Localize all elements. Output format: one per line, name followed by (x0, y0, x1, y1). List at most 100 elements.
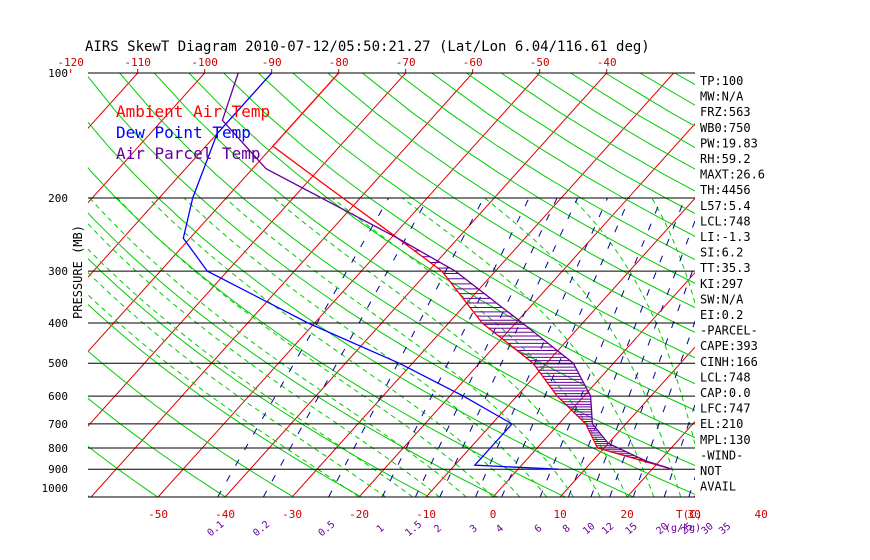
pressure-tick-label: 400 (48, 317, 68, 330)
mixing-ratio-line (414, 197, 558, 497)
stat-line: -PARCEL- (700, 324, 758, 338)
stat-line: LFC:747 (700, 402, 751, 416)
stat-line: L57:5.4 (700, 199, 751, 213)
chart-title: AIRS SkewT Diagram 2010-07-12/05:50:21.2… (85, 39, 650, 55)
stat-line: CINH:166 (700, 355, 758, 369)
stat-line: MAXT:26.6 (700, 168, 765, 182)
mixing-ratio-line (217, 197, 390, 497)
y-axis-label: PRESSURE (MB) (71, 225, 85, 319)
stat-line: PW:19.83 (700, 136, 758, 150)
stat-line: LCL:748 (700, 370, 751, 384)
sounding-profiles (182, 73, 673, 470)
moist-adiabat-line (89, 197, 467, 497)
isobar-lines (88, 197, 695, 470)
mixing-ratio-tick-label: 8 (561, 523, 573, 535)
moist-adiabat-line (88, 223, 440, 497)
dry-adiabat-line (153, 73, 695, 439)
dry-adiabat-line (88, 257, 430, 497)
mixing-ratio-line (439, 197, 579, 497)
bottom-temp-tick-label: -30 (282, 508, 302, 521)
mixing-ratio-tick-label: 6 (533, 523, 545, 535)
dewpoint-line (182, 73, 559, 470)
pressure-tick-label: 800 (48, 442, 68, 455)
mixing-ratio-line (328, 197, 485, 497)
mixing-ratio-tick-label: 1 (375, 523, 387, 535)
isotherm-line (90, 73, 474, 497)
isotherm-line (88, 73, 273, 278)
dry-adiabat-line (362, 73, 695, 284)
bottom-temp-tick-label: 20 (620, 508, 633, 521)
pressure-tick-label: 500 (48, 357, 68, 370)
mixing-ratio-line (501, 197, 630, 497)
dry-adiabat-line (119, 73, 695, 467)
dry-adiabat-line (188, 73, 695, 411)
stat-line: SW:N/A (700, 292, 744, 306)
moist-adiabat-line (148, 197, 521, 497)
dry-adiabat-line (223, 73, 695, 385)
dry-adiabat-line (88, 303, 362, 497)
dry-adiabat-line (327, 73, 695, 309)
stat-line: MPL:130 (700, 433, 751, 447)
bottom-temp-tick-label: -50 (148, 508, 168, 521)
moist-adiabat-line (116, 197, 494, 497)
moist-adiabat-line (401, 197, 655, 497)
stat-line: TT:35.3 (700, 261, 751, 275)
dry-adiabat-line (88, 75, 695, 495)
isotherm-line (157, 73, 541, 497)
top-temp-tick-label: -40 (597, 56, 617, 69)
isotherm-line (224, 73, 608, 497)
stat-line: MW:N/A (700, 90, 744, 104)
top-temp-tick-label: -60 (463, 56, 483, 69)
legend-ambient-air-temp: Ambient Air Temp (116, 102, 270, 121)
moist-adiabat-line (88, 294, 360, 497)
chart-legend: Ambient Air Temp Dew Point Temp Air Parc… (116, 102, 270, 163)
dry-adiabat-line (292, 73, 695, 333)
dry-adiabat-line (396, 73, 695, 261)
pressure-tick-label: 900 (48, 463, 68, 476)
pressure-tick-label: 600 (48, 390, 68, 403)
moist-adiabat-line (88, 271, 387, 497)
legend-air-parcel-temp: Air Parcel Temp (116, 144, 261, 163)
pressure-tick-label: 200 (48, 192, 68, 205)
pressure-tick-label: 700 (48, 418, 68, 431)
mixing-ratio-line (262, 197, 429, 497)
stat-line: LI:-1.3 (700, 230, 751, 244)
top-temp-tick-label: -50 (530, 56, 550, 69)
stat-line: SI:6.2 (700, 246, 743, 260)
stat-line: RH:59.2 (700, 152, 751, 166)
stat-line: -WIND- (700, 448, 743, 462)
mixing-ratio-tick-label: 4 (494, 523, 506, 535)
dry-adiabat-line (88, 121, 634, 497)
stat-line: NOT (700, 464, 722, 478)
bottom-temp-tick-label: 40 (754, 508, 767, 521)
dry-adiabat-line (258, 73, 695, 359)
moist-adiabat-line (273, 197, 601, 497)
dry-adiabat-line (88, 445, 158, 497)
stat-line: CAP:0.0 (700, 386, 751, 400)
stat-line: EI:0.2 (700, 308, 743, 322)
pressure-tick-label: 1000 (42, 482, 69, 495)
stat-line: AVAIL (700, 480, 736, 494)
pressure-tick-label: 300 (48, 265, 68, 278)
stat-line: EL:210 (700, 417, 743, 431)
mixing-ratio-tick-label: 2 (432, 523, 444, 535)
top-temp-tick-label: -100 (191, 56, 218, 69)
bottom-temp-tick-label: -20 (349, 508, 369, 521)
top-temp-tick-label: -120 (57, 56, 84, 69)
isotherm-line (88, 73, 407, 427)
bottom-temp-tick-label: 30 (687, 508, 700, 521)
moist-adiabat-line (88, 248, 413, 497)
pressure-tick-label: 100 (48, 67, 68, 80)
bottom-temp-tick-label: -40 (215, 508, 235, 521)
bottom-temp-tick-label: 0 (490, 508, 497, 521)
stat-line: KI:297 (700, 277, 743, 291)
stat-line: WB0:750 (700, 121, 751, 135)
temp-unit-label: T(C) (676, 508, 703, 521)
top-temp-tick-label: -80 (329, 56, 349, 69)
grid-lines (88, 73, 695, 497)
dry-adiabat-line (88, 397, 226, 497)
stat-line: CAPE:393 (700, 339, 758, 353)
legend-dew-point-temp: Dew Point Temp (116, 123, 251, 142)
